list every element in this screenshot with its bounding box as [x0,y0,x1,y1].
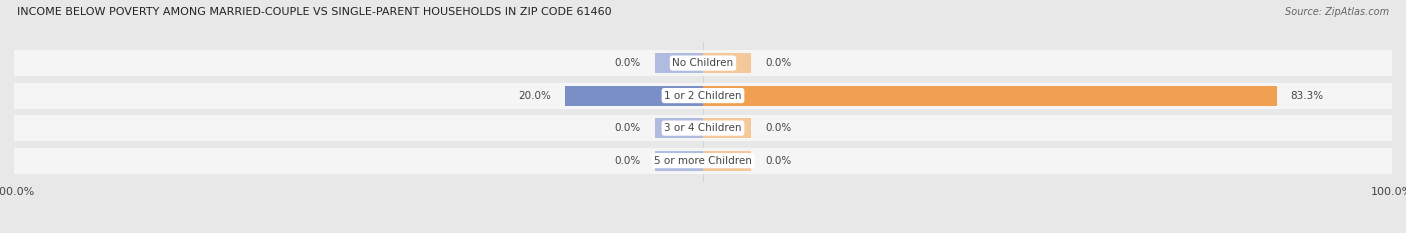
Text: 5 or more Children: 5 or more Children [654,156,752,166]
Bar [703,151,751,171]
Bar [655,118,703,138]
Bar [703,86,1277,106]
Text: INCOME BELOW POVERTY AMONG MARRIED-COUPLE VS SINGLE-PARENT HOUSEHOLDS IN ZIP COD: INCOME BELOW POVERTY AMONG MARRIED-COUPL… [17,7,612,17]
Text: Source: ZipAtlas.com: Source: ZipAtlas.com [1285,7,1389,17]
Text: 0.0%: 0.0% [765,58,792,68]
Text: 83.3%: 83.3% [1291,91,1324,101]
Bar [14,82,1392,109]
Bar [655,151,703,171]
Text: 0.0%: 0.0% [614,156,641,166]
Text: 0.0%: 0.0% [765,123,792,133]
Text: No Children: No Children [672,58,734,68]
Text: 0.0%: 0.0% [614,123,641,133]
Bar [703,53,751,73]
Text: 0.0%: 0.0% [614,58,641,68]
Text: 3 or 4 Children: 3 or 4 Children [664,123,742,133]
Bar [565,86,703,106]
Text: 1 or 2 Children: 1 or 2 Children [664,91,742,101]
Text: 20.0%: 20.0% [519,91,551,101]
Bar [14,115,1392,141]
Bar [14,147,1392,174]
Bar [14,50,1392,76]
Bar [655,53,703,73]
Text: 0.0%: 0.0% [765,156,792,166]
Bar [703,118,751,138]
